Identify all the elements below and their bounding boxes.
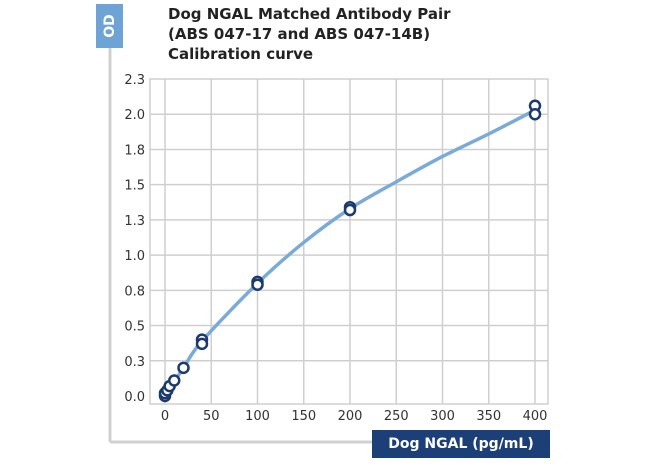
y-tick-label: 1.5 [124, 179, 145, 194]
fit-curve [163, 108, 537, 398]
y-tick-label: 1.3 [124, 214, 145, 229]
x-tick-label: 50 [203, 409, 220, 424]
y-tick-label: 2.3 [124, 73, 145, 88]
y-tick-label: 1.0 [124, 249, 145, 264]
x-tick-label: 100 [245, 409, 270, 424]
y-tick-label: 1.8 [124, 143, 145, 158]
data-point [343, 203, 357, 217]
y-tick-label: 0.3 [124, 355, 145, 370]
x-axis-label: Dog NGAL (pg/mL) [372, 430, 550, 458]
y-axis-label: OD [96, 4, 123, 48]
x-tick-label: 200 [338, 409, 363, 424]
data-point [528, 107, 542, 121]
y-tick-label: 2.0 [124, 108, 145, 123]
x-tick-label: 0 [161, 409, 169, 424]
chart-title: Dog NGAL Matched Antibody Pair (ABS 047-… [168, 4, 451, 64]
x-tick-label: 150 [291, 409, 316, 424]
title-line: Calibration curve [168, 45, 314, 63]
title-line: Dog NGAL Matched Antibody Pair [168, 5, 451, 23]
x-tick-label: 250 [384, 409, 409, 424]
data-point [195, 337, 209, 351]
x-tick-label: 400 [523, 409, 548, 424]
y-tick-label: 0.0 [124, 390, 145, 405]
data-point [251, 278, 264, 291]
x-tick-label: 300 [430, 409, 455, 424]
plot-frame [149, 78, 549, 405]
title-line: (ABS 047-17 and ABS 047-14B) [168, 25, 431, 43]
y-tick-label: 0.8 [124, 284, 145, 299]
y-tick-label: 0.5 [124, 320, 145, 335]
data-point [168, 374, 181, 387]
data-point [177, 361, 190, 375]
x-tick-label: 350 [476, 409, 501, 424]
